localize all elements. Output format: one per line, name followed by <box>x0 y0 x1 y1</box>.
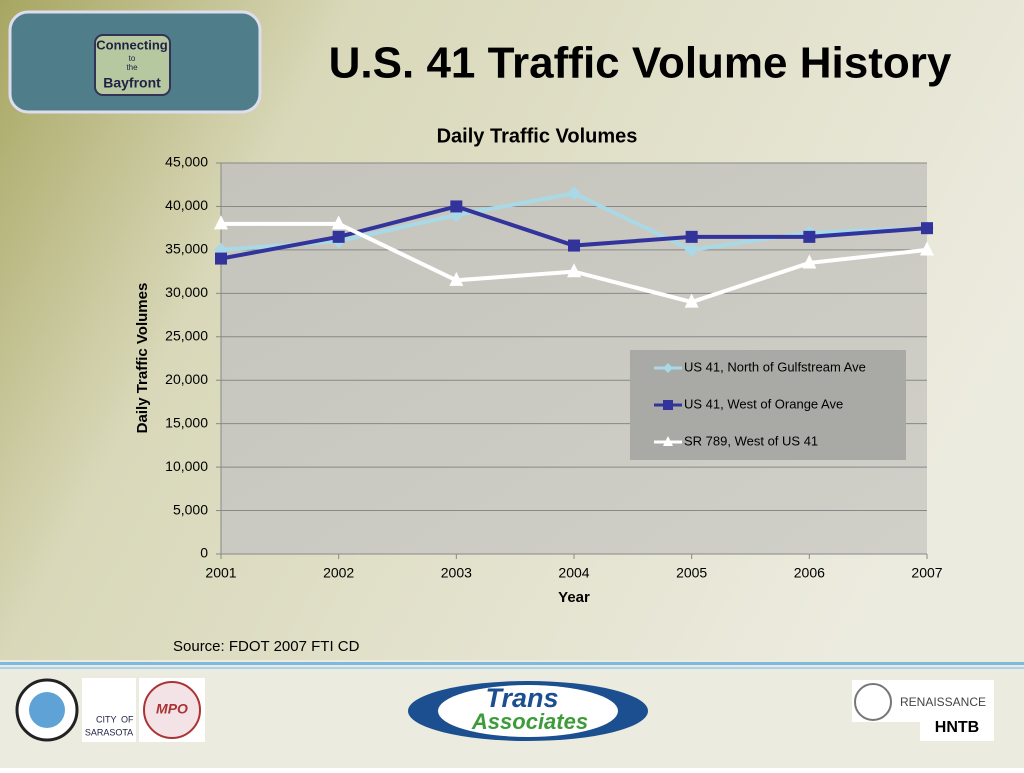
footer-rule <box>0 662 1024 665</box>
x-tick-label: 2005 <box>676 565 707 581</box>
y-tick-label: 10,000 <box>165 458 208 474</box>
y-tick-label: 25,000 <box>165 327 208 343</box>
marker <box>331 215 346 230</box>
y-tick-label: 0 <box>200 545 208 561</box>
legend: US 41, North of Gulfstream Ave US 41, Wes… <box>630 350 906 460</box>
source-note: Source: FDOT 2007 FTI CD <box>173 638 360 655</box>
city-text: CITY <box>96 714 117 724</box>
y-tick-label: 35,000 <box>165 241 208 257</box>
legend-label: SR 789, West of US 41 <box>684 433 818 448</box>
marker <box>684 293 699 308</box>
renaissance-logo: RENAISSANCE HNTB <box>852 680 994 741</box>
chart-title: Daily Traffic Volumes <box>437 125 638 147</box>
x-tick-label: 2006 <box>794 565 825 581</box>
hntb-text: HNTB <box>935 719 979 736</box>
marker <box>567 263 581 278</box>
bayfront-logo: Connecting to the Bayfront <box>8 10 262 114</box>
marker <box>921 222 933 235</box>
city-logo: CITY OF SARASOTA <box>82 678 136 742</box>
marker <box>684 242 699 257</box>
marker <box>450 200 463 213</box>
trans-text: Trans <box>485 683 558 713</box>
renaissance-text: RENAISSANCE <box>900 695 986 709</box>
x-tick-label: 2004 <box>558 565 589 581</box>
trans-text: Associates <box>471 709 588 734</box>
marker <box>803 230 816 243</box>
x-tick-label: 2001 <box>205 565 236 581</box>
marker <box>802 254 817 269</box>
logo-text: to <box>129 54 136 63</box>
x-tick-label: 2007 <box>911 565 942 581</box>
y-tick-label: 5,000 <box>173 501 208 517</box>
x-tick-label: 2003 <box>441 565 472 581</box>
marker <box>214 215 228 230</box>
logo-text: the <box>126 63 138 72</box>
marker <box>663 436 673 446</box>
y-tick-label: 40,000 <box>165 197 208 213</box>
logo-text: Bayfront <box>103 75 161 91</box>
legend-label: US 41, North of Gulfstream Ave <box>684 359 866 374</box>
y-axis-label: Daily Traffic Volumes <box>134 283 151 434</box>
mpo-logo: MPO <box>139 678 205 742</box>
mpo-text: MPO <box>156 701 188 717</box>
logo-text: Connecting <box>96 37 168 52</box>
y-tick-label: 45,000 <box>165 154 208 170</box>
marker <box>215 252 227 265</box>
footer-rule <box>0 667 1024 669</box>
legend-label: US 41, West of Orange Ave <box>684 396 843 411</box>
y-tick-label: 15,000 <box>165 414 208 430</box>
trans-logo: Trans Associates <box>408 681 648 741</box>
marker <box>332 230 345 243</box>
marker <box>568 239 580 252</box>
city-text: SARASOTA <box>85 727 133 737</box>
marker <box>663 363 673 373</box>
marker <box>685 230 698 243</box>
marker <box>663 400 673 410</box>
marker <box>567 186 581 201</box>
plot: 0 5,000 10,000 15,000 20,000 25,000 30,000 35,0… <box>165 154 943 581</box>
y-tick-label: 30,000 <box>165 284 208 300</box>
marker <box>449 271 464 286</box>
marker <box>920 241 934 256</box>
fdot-logo <box>15 678 79 742</box>
city-text: OF <box>121 714 134 724</box>
x-tick-label: 2002 <box>323 565 354 581</box>
x-axis-label: Year <box>558 589 590 606</box>
y-tick-label: 20,000 <box>165 371 208 387</box>
slide-title: U.S. 41 Traffic Volume History <box>329 39 952 88</box>
